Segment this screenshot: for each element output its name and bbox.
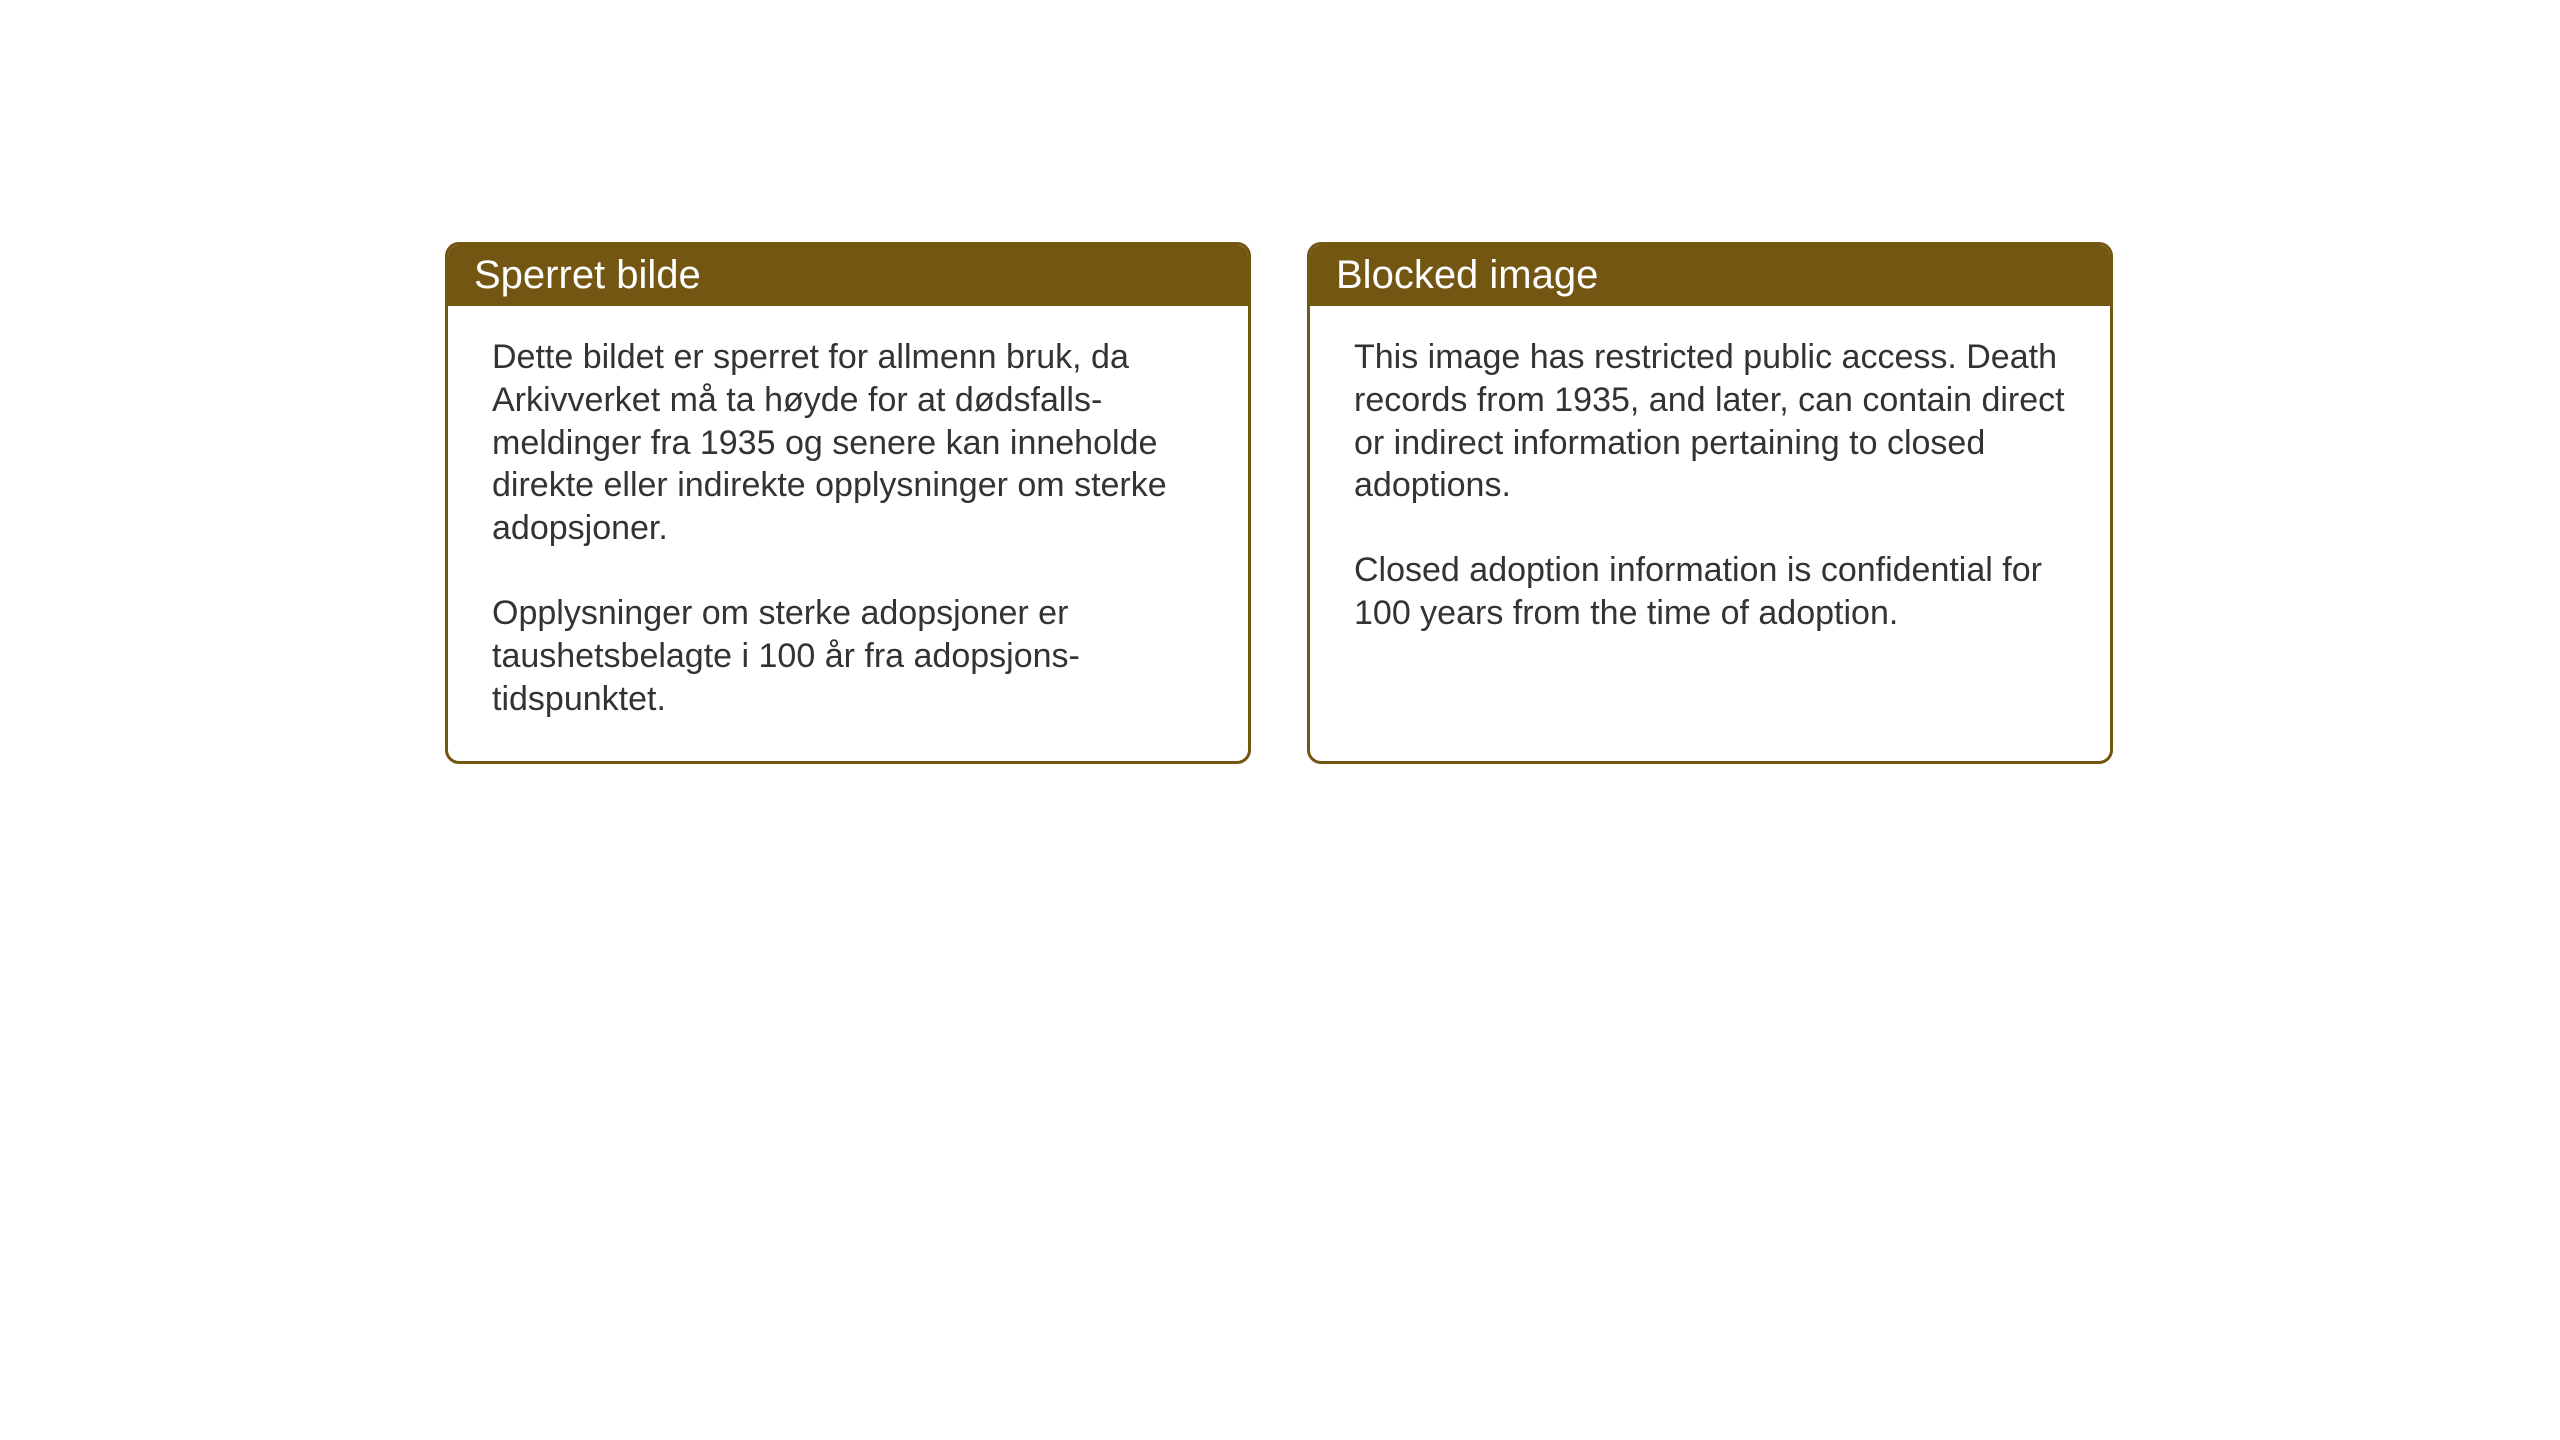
- notice-container: Sperret bilde Dette bildet er sperret fo…: [445, 242, 2113, 764]
- norwegian-notice-card: Sperret bilde Dette bildet er sperret fo…: [445, 242, 1251, 764]
- english-paragraph-2: Closed adoption information is confident…: [1354, 549, 2066, 635]
- english-card-title: Blocked image: [1310, 245, 2110, 306]
- norwegian-paragraph-2: Opplysninger om sterke adopsjoner er tau…: [492, 592, 1204, 720]
- norwegian-card-body: Dette bildet er sperret for allmenn bruk…: [448, 306, 1248, 761]
- english-notice-card: Blocked image This image has restricted …: [1307, 242, 2113, 764]
- norwegian-card-title: Sperret bilde: [448, 245, 1248, 306]
- norwegian-paragraph-1: Dette bildet er sperret for allmenn bruk…: [492, 336, 1204, 550]
- english-card-body: This image has restricted public access.…: [1310, 306, 2110, 675]
- english-paragraph-1: This image has restricted public access.…: [1354, 336, 2066, 507]
